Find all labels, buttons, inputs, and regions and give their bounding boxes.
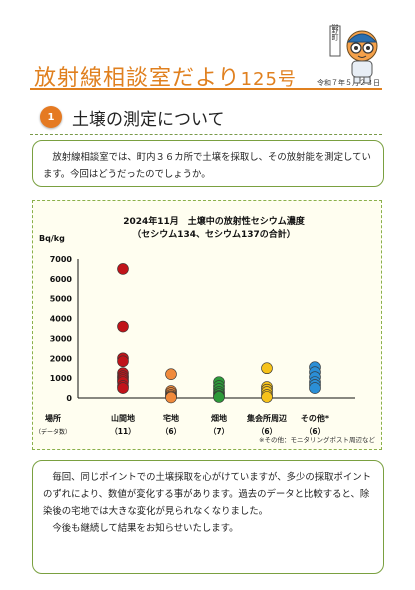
category-label: 山間地 (111, 413, 135, 423)
data-point (117, 320, 129, 333)
newsletter-title: 放射線相談室だより125号 (34, 60, 297, 92)
y-axis-ticks: 0 1000 2000 3000 4000 5000 6000 7000 (50, 255, 73, 403)
category-label: 集会所周辺 (246, 413, 287, 423)
closing-paragraph-2: 今後も継続して結果をお知らせいたします。 (52, 523, 239, 534)
y-tick-label: 7000 (50, 255, 73, 264)
data-point (165, 368, 177, 380)
category-count: （6） (257, 426, 277, 436)
category-count: （6） (305, 426, 325, 436)
data-point (261, 362, 273, 375)
intro-box: 放射線相談室では、町内３６カ所で土壌を採取し、その放射能を測定しています。今回は… (32, 140, 384, 187)
chart-footnote: ※その他：モニタリングポスト周辺など (259, 435, 375, 444)
y-tick-label: 0 (66, 394, 72, 403)
category-label: 畑地 (210, 413, 227, 423)
data-point (117, 355, 129, 368)
data-point (165, 391, 177, 404)
section-title: 土壌の測定について (72, 110, 225, 130)
x-axis-label: 場所 (45, 413, 61, 423)
y-tick-label: 6000 (50, 275, 73, 284)
data-point (213, 391, 225, 403)
issue-date: 令和７年５月２３日 (317, 79, 380, 87)
y-tick-label: 5000 (50, 295, 73, 304)
data-point (117, 263, 129, 275)
header-divider (30, 88, 382, 90)
data-points (117, 263, 321, 404)
closing-box: 毎回、同じポイントでの土壌採取を心がけていますが、多少の採取ポイントのずれにより… (32, 460, 384, 574)
count-label: （データ数） (35, 428, 71, 436)
y-tick-label: 2000 (50, 354, 73, 363)
chart-title: 2024年11月 土壌中の放射性セシウム濃度 (123, 215, 306, 227)
newsletter-title-text: 放射線相談室だより (34, 66, 241, 91)
cesium-chart: 2024年11月 土壌中の放射性セシウム濃度 （セシウム134、セシウム137の… (35, 215, 376, 444)
mascot-illustration: 広野町 (329, 24, 378, 84)
closing-paragraph-1: 毎回、同じポイントでの土壌採取を心がけていますが、多少の採取ポイントのずれにより… (43, 472, 371, 517)
y-axis-label: Bq/kg (39, 234, 65, 243)
y-tick-label: 4000 (50, 315, 73, 324)
data-point (117, 382, 129, 394)
category-label: 宅地 (163, 413, 179, 423)
section-number-badge: 1 (40, 106, 62, 128)
x-axis-categories: 山間地 （11） 宅地 （6） 畑地 （7） 集会所周辺 （6） その他* （6） (110, 413, 330, 436)
category-label: その他* (301, 413, 330, 423)
y-tick-label: 1000 (50, 374, 73, 383)
mascot-sign-text: 広野町 (331, 24, 339, 41)
y-tick-label: 3000 (50, 334, 73, 343)
section-divider (30, 134, 382, 135)
issue-number: 125号 (240, 69, 297, 90)
category-count: （7） (209, 426, 229, 436)
chart-subtitle: （セシウム134、セシウム137の合計） (132, 228, 296, 240)
data-point (261, 391, 273, 403)
data-point (309, 382, 321, 394)
intro-text: 放射線相談室では、町内３６カ所で土壌を採取し、その放射能を測定しています。今回は… (43, 152, 371, 180)
chart-panel: 2024年11月 土壌中の放射性セシウム濃度 （セシウム134、セシウム137の… (32, 200, 382, 450)
category-count: （11） (110, 426, 135, 436)
category-count: （6） (161, 426, 181, 436)
